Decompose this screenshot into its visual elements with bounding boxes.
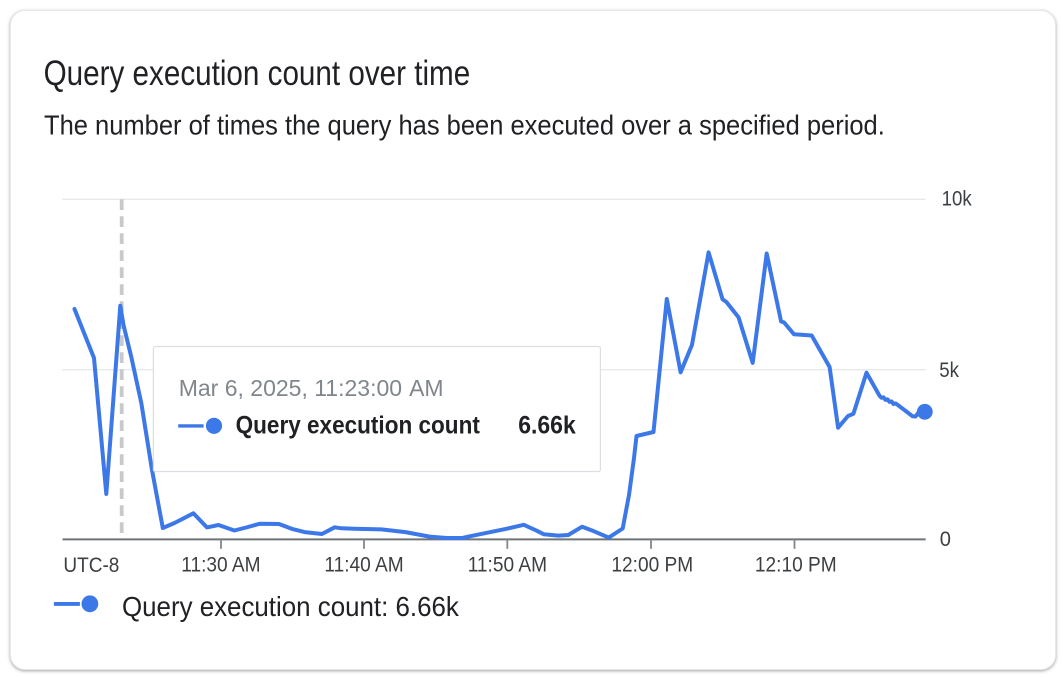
svg-text:The number of times the query: The number of times the query has been e… bbox=[44, 110, 885, 141]
svg-text:10k: 10k bbox=[942, 187, 973, 210]
svg-text:Mar 6, 2025, 11:23:00 AM: Mar 6, 2025, 11:23:00 AM bbox=[179, 375, 444, 401]
svg-text:12:10 PM: 12:10 PM bbox=[755, 554, 837, 577]
svg-text:6.66k: 6.66k bbox=[518, 411, 576, 439]
svg-text:11:30 AM: 11:30 AM bbox=[181, 554, 260, 577]
svg-text:12:00 PM: 12:00 PM bbox=[611, 554, 693, 577]
svg-text:5k: 5k bbox=[939, 359, 960, 382]
svg-text:Query execution count: 6.66k: Query execution count: 6.66k bbox=[122, 591, 459, 622]
svg-text:UTC-8: UTC-8 bbox=[63, 554, 119, 577]
svg-text:11:50 AM: 11:50 AM bbox=[468, 554, 547, 577]
svg-text:0: 0 bbox=[940, 527, 951, 551]
svg-text:Query execution count over tim: Query execution count over time bbox=[44, 54, 471, 93]
svg-text:Query execution count: Query execution count bbox=[236, 411, 480, 439]
svg-text:11:40 AM: 11:40 AM bbox=[324, 554, 403, 577]
